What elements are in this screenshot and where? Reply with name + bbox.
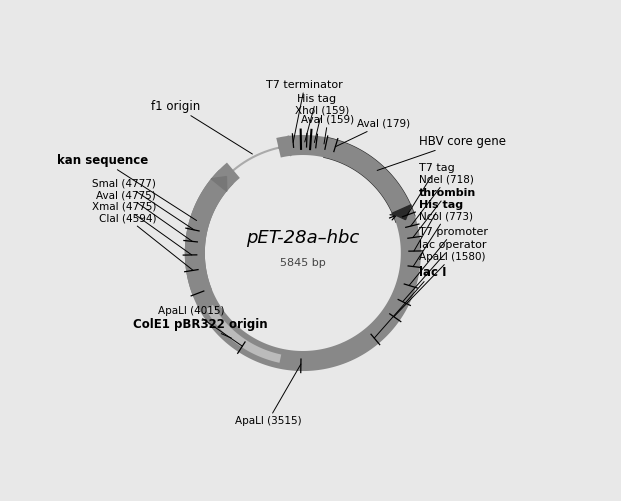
Text: pET-28a–hbc: pET-28a–hbc [246, 228, 360, 246]
Text: ApaLI (3515): ApaLI (3515) [235, 364, 301, 426]
Polygon shape [392, 205, 411, 219]
Text: kan sequence: kan sequence [57, 154, 197, 220]
Text: f1 origin: f1 origin [152, 100, 252, 154]
Text: SmaI (4777): SmaI (4777) [93, 178, 194, 230]
Text: T7 promoter: T7 promoter [409, 227, 487, 286]
Text: 5845 bp: 5845 bp [280, 258, 325, 268]
Text: NdeI (718): NdeI (718) [410, 175, 473, 226]
Text: T7 tag: T7 tag [407, 163, 455, 215]
Polygon shape [333, 274, 417, 365]
Text: AvaI (4775): AvaI (4775) [96, 190, 193, 241]
Text: His tag: His tag [414, 200, 463, 251]
Text: XhoI (159): XhoI (159) [295, 105, 349, 142]
Text: AvaI (159): AvaI (159) [301, 115, 355, 144]
Text: ApaLI (1580): ApaLI (1580) [394, 252, 485, 317]
Text: thrombin: thrombin [413, 188, 476, 237]
Text: HBV core gene: HBV core gene [377, 135, 505, 170]
Text: AvaI (179): AvaI (179) [335, 119, 410, 147]
Polygon shape [336, 343, 350, 360]
Text: NcoI (773): NcoI (773) [413, 211, 473, 267]
Polygon shape [323, 137, 415, 223]
Polygon shape [211, 177, 227, 191]
Text: lac operator: lac operator [402, 240, 486, 302]
Text: lac I: lac I [374, 266, 446, 338]
Text: ClaI (4594): ClaI (4594) [99, 213, 193, 271]
Polygon shape [185, 169, 233, 297]
Text: XmaI (4775): XmaI (4775) [92, 202, 192, 255]
Text: ColE1 pBR322 origin: ColE1 pBR322 origin [133, 318, 268, 338]
Text: T7 terminator: T7 terminator [266, 80, 343, 142]
Text: His tag: His tag [297, 94, 336, 142]
Polygon shape [185, 135, 421, 371]
Text: ApaLI (4015): ApaLI (4015) [158, 306, 242, 346]
Polygon shape [206, 305, 281, 363]
Polygon shape [279, 136, 291, 156]
